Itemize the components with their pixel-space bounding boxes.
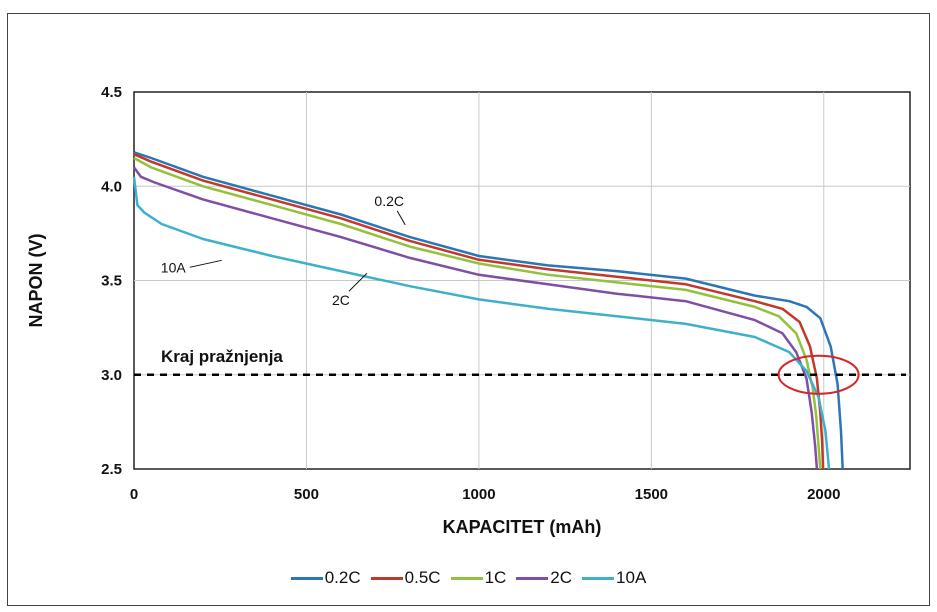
legend-item-0.5C: 0.5C (370, 568, 441, 588)
legend-item-0.2C: 0.2C (290, 568, 361, 588)
y-tick-label: 2.5 (101, 461, 122, 478)
annotation-label: 10A (161, 259, 187, 275)
legend-swatch (582, 576, 615, 580)
reference-layer: Kraj pražnjenja (134, 347, 906, 395)
legend-label: 0.5C (404, 568, 441, 587)
series-line-0.2C (133, 151, 844, 470)
annotation-leader (189, 259, 222, 268)
annotation-label: 0.2C (374, 193, 404, 209)
x-tick-label: 1000 (462, 486, 495, 503)
cutoff-highlight-ellipse (777, 354, 860, 395)
y-tick-label: 4.5 (101, 84, 122, 101)
annotation-layer: 0.2C 10A 2C (161, 193, 406, 308)
legend-label: 1C (484, 568, 507, 587)
axes: 0 500 1000 1500 2000 2.5 3.0 3.5 4.0 4.5 (101, 84, 840, 503)
legend-swatch (516, 576, 549, 580)
series-layer (132, 151, 844, 470)
series-line-0.5C (133, 153, 825, 470)
series-line-2C (132, 166, 819, 470)
legend-swatch (450, 576, 483, 580)
legend-label: 10A (616, 568, 647, 587)
legend-label: 2C (550, 568, 573, 587)
legend-item-2C: 2C (516, 568, 572, 588)
series-line-10A (132, 176, 831, 470)
y-tick-label: 3.5 (101, 273, 122, 290)
x-tick-label: 0 (130, 486, 138, 503)
x-tick-label: 1500 (635, 486, 668, 503)
y-tick-label: 3.0 (101, 367, 122, 384)
legend-item-1C: 1C (450, 568, 507, 588)
annotation-leader (348, 272, 368, 292)
legend-swatch (370, 576, 403, 580)
x-tick-label: 500 (294, 486, 319, 503)
x-axis-title: KAPACITET (mAh) (443, 517, 602, 537)
legend-swatch (290, 576, 323, 580)
annotation-leader (396, 210, 406, 226)
annotation-label: 2C (332, 292, 350, 308)
reference-line-label: Kraj pražnjenja (161, 347, 283, 366)
legend-item-10A: 10A (582, 568, 646, 588)
legend-label: 0.2C (324, 568, 361, 587)
x-tick-label: 2000 (807, 486, 840, 503)
y-axis-title: NAPON (V) (26, 233, 46, 327)
y-tick-label: 4.0 (101, 178, 122, 195)
legend: 0.2C 0.5C 1C 2C 10A (0, 563, 937, 593)
